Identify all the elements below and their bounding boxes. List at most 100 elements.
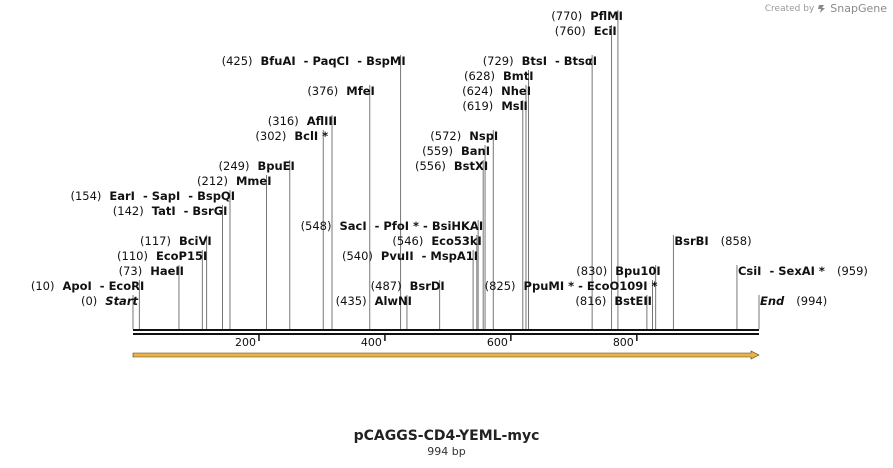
site-name: PflMI <box>590 9 623 23</box>
site-name: SacI - PfoI * - BsiHKAI <box>340 219 484 233</box>
site-label: (0) Start <box>81 294 139 308</box>
site-position: (830) <box>576 264 607 278</box>
site-position: (559) <box>422 144 453 158</box>
site-name: TatI - BsrGI <box>152 204 228 218</box>
site-name: CsiI - SexAI * <box>738 264 825 278</box>
site-label: (830) Bpu10I <box>576 264 660 278</box>
site-name: MfeI <box>346 84 375 98</box>
site-name: BciVI <box>179 234 212 248</box>
site-name: BclI * <box>294 129 328 143</box>
sequence-ruler: 200 400 600 800 <box>133 329 759 349</box>
site-label: (110) EcoP15I <box>117 249 207 263</box>
site-name: BmtI <box>503 69 534 83</box>
site-name: MmeI <box>236 174 272 188</box>
site-label: (142) TatI - BsrGI <box>113 204 228 218</box>
site-label: (302) BclI * <box>255 129 328 143</box>
site-position: (316) <box>268 114 299 128</box>
site-name: BfuAI - PaqCI - BspMI <box>261 54 406 68</box>
site-label: (73) HaeII <box>119 264 184 278</box>
map-title-block: pCAGGS-CD4-YEML-myc 994 bp <box>0 428 893 458</box>
site-label: (572) NspI <box>430 129 498 143</box>
site-position: (825) <box>485 279 516 293</box>
site-name: EcoP15I <box>156 249 207 263</box>
site-label: CsiI - SexAI * (959) <box>738 264 868 278</box>
site-label: (10) ApoI - EcoRI <box>31 279 144 293</box>
site-label: (316) AflIII <box>268 114 337 128</box>
site-label: (117) BciVI <box>140 234 212 248</box>
site-position: (572) <box>430 129 461 143</box>
ruler-line-bottom <box>133 333 759 335</box>
site-name: AlwNI <box>375 294 412 308</box>
snapgene-credit: Created by SnapGene <box>765 2 887 15</box>
ruler-line-top <box>133 329 759 331</box>
site-label: (770) PflMI <box>551 9 623 23</box>
site-name: PvuII - MspA1I <box>381 249 478 263</box>
site-position: (858) <box>721 234 752 248</box>
site-label: (556) BstXI <box>415 159 488 173</box>
site-name: BanI <box>461 144 490 158</box>
site-label: (546) Eco53kI <box>392 234 481 248</box>
site-name: BstEII <box>614 294 652 308</box>
map-title: pCAGGS-CD4-YEML-myc <box>353 428 540 444</box>
site-name: ApoI - EcoRI <box>62 279 144 293</box>
site-label: (559) BanI <box>422 144 490 158</box>
site-name: Bpu10I <box>615 264 660 278</box>
site-leader-lines <box>132 10 760 329</box>
site-position: (376) <box>307 84 338 98</box>
site-name: AflIII <box>307 114 337 128</box>
site-name: BtsI - BtsαI <box>522 54 597 68</box>
site-position: (624) <box>462 84 493 98</box>
site-position: (425) <box>222 54 253 68</box>
site-position: (548) <box>301 219 332 233</box>
site-label: BsrBI (858) <box>674 234 751 248</box>
site-name: BstXI <box>454 159 488 173</box>
site-label: (760) EciI <box>555 24 617 38</box>
site-name: PpuMI * - EcoO109I * <box>524 279 658 293</box>
site-name: NspI <box>469 129 498 143</box>
site-position: (154) <box>70 189 101 203</box>
site-position: (760) <box>555 24 586 38</box>
sequence-length: 994 bp <box>427 445 466 458</box>
site-name: EciI <box>594 24 617 38</box>
site-position: (816) <box>575 294 606 308</box>
site-name: Eco53kI <box>431 234 482 248</box>
site-label: (154) EarI - SapI - BspQI <box>70 189 235 203</box>
site-label: (628) BmtI <box>464 69 533 83</box>
site-name: MslI <box>501 99 528 113</box>
site-position: (628) <box>464 69 495 83</box>
site-name: EarI - SapI - BspQI <box>109 189 235 203</box>
site-position: (546) <box>392 234 423 248</box>
site-position: (770) <box>551 9 582 23</box>
site-position: (619) <box>462 99 493 113</box>
site-position: (959) <box>837 264 868 278</box>
site-position: (556) <box>415 159 446 173</box>
site-position: (302) <box>255 129 286 143</box>
site-position: (487) <box>371 279 402 293</box>
site-position: (212) <box>197 174 228 188</box>
site-label: (548) SacI - PfoI * - BsiHKAI <box>301 219 484 233</box>
restriction-site-labels: (0) Start (10) ApoI - EcoRI(73) HaeII(110) Ec… <box>31 9 868 308</box>
site-name: End <box>760 294 785 308</box>
site-position: (435) <box>336 294 367 308</box>
site-label: (212) MmeI <box>197 174 271 188</box>
site-position: (249) <box>219 159 250 173</box>
site-position: (994) <box>796 294 827 308</box>
credit-brand: SnapGene <box>830 2 887 15</box>
ruler-tick-label: 200 <box>235 336 256 349</box>
snapgene-logo-icon <box>818 4 826 13</box>
ruler-tick-label: 400 <box>361 336 382 349</box>
site-name: HaeII <box>150 264 184 278</box>
site-position: (10) <box>31 279 55 293</box>
site-label: (619) MslI <box>462 99 527 113</box>
site-label: (825) PpuMI * - EcoO109I * <box>485 279 658 293</box>
credit-prefix: Created by <box>764 3 815 14</box>
site-label: (624) NheI <box>462 84 531 98</box>
site-label: (540) PvuII - MspA1I <box>342 249 478 263</box>
site-label: (729) BtsI - BtsαI <box>483 54 597 68</box>
site-label: (376) MfeI <box>307 84 374 98</box>
site-label: (816) BstEII <box>575 294 651 308</box>
site-position: (142) <box>113 204 144 218</box>
site-name: BsrDI <box>410 279 445 293</box>
site-label: End (994) <box>760 294 827 308</box>
site-position: (540) <box>342 249 373 263</box>
